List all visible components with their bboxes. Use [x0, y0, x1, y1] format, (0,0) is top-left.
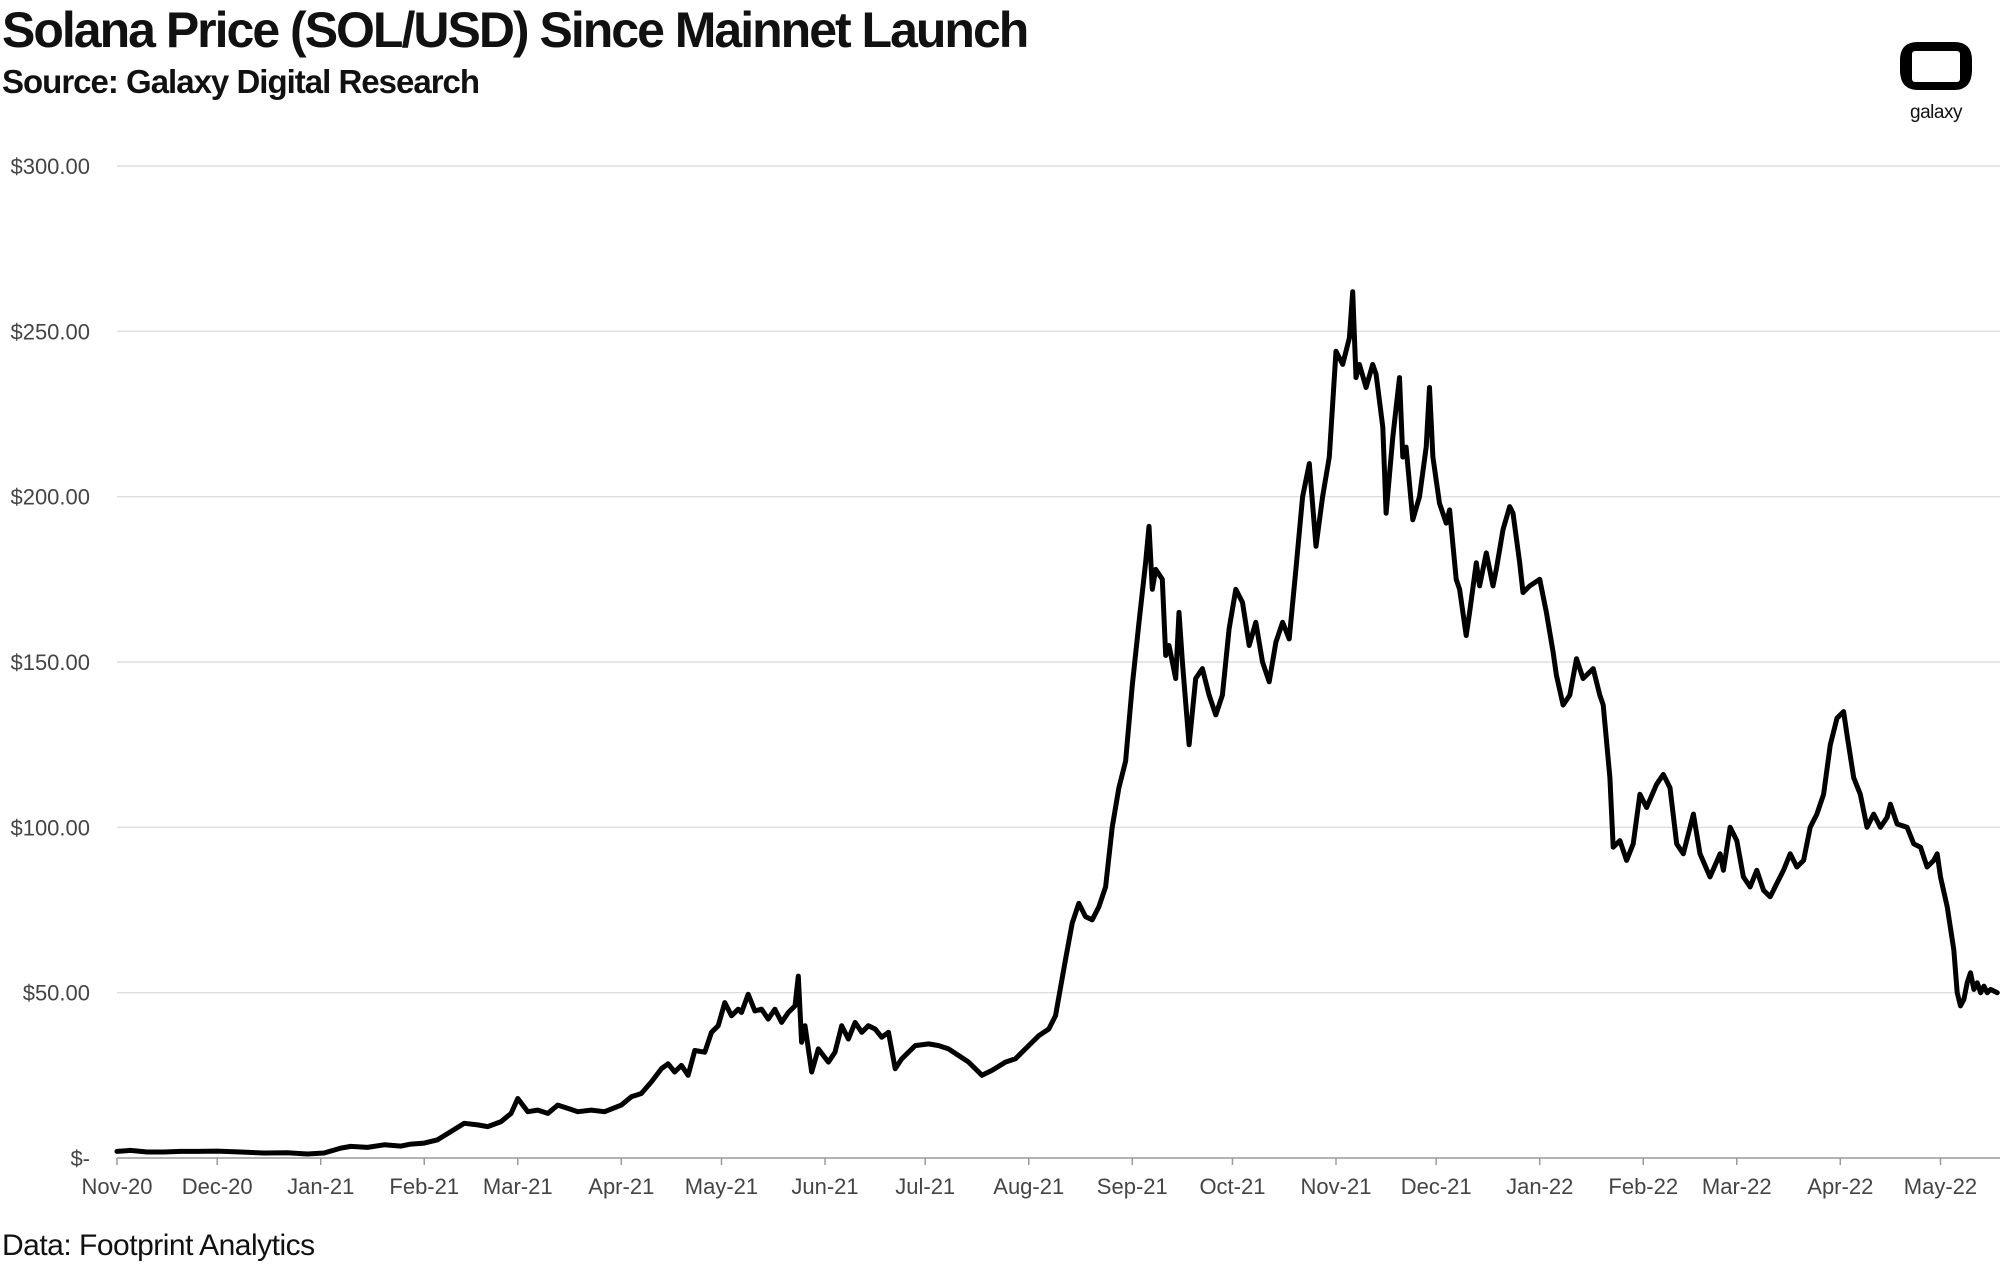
x-tick-label: Jan-21	[287, 1174, 354, 1199]
galaxy-logo-icon	[1900, 42, 1972, 90]
x-tick-label: Oct-21	[1199, 1174, 1265, 1199]
y-tick-label: $50.00	[23, 981, 90, 1006]
y-tick-label: $150.00	[10, 650, 90, 675]
y-axis: $- $50.00 $100.00 $150.00 $200.00 $250.00 $300…	[10, 154, 90, 1171]
x-tick-label: Mar-22	[1702, 1174, 1772, 1199]
x-tick-label: Dec-20	[182, 1174, 253, 1199]
y-tick-label: $250.00	[10, 319, 90, 344]
x-tick-label: Jun-21	[791, 1174, 858, 1199]
x-tick-label: May-22	[1904, 1174, 1977, 1199]
x-tick-label: Mar-21	[483, 1174, 553, 1199]
plot-area	[114, 289, 2000, 1157]
x-tick-label: Apr-21	[588, 1174, 654, 1199]
y-tick-label: $-	[70, 1146, 90, 1171]
x-tick-label: Aug-21	[993, 1174, 1064, 1199]
x-axis: Nov-20 Dec-20 Jan-21 Feb-21 Mar-21 Apr-21 May-…	[82, 1158, 1977, 1199]
x-tick-label: Nov-20	[82, 1174, 153, 1199]
x-tick-label: Nov-21	[1301, 1174, 1372, 1199]
y-tick-label: $200.00	[10, 485, 90, 510]
data-source-note: Data: Footprint Analytics	[2, 1229, 315, 1262]
y-tick-label: $100.00	[10, 815, 90, 840]
x-tick-label: Apr-22	[1807, 1174, 1873, 1199]
chart-subtitle: Source: Galaxy Digital Research	[2, 63, 480, 100]
galaxy-logo: galaxy	[1896, 36, 1976, 126]
x-tick-label: Feb-22	[1608, 1174, 1678, 1199]
x-tick-label: Feb-21	[389, 1174, 459, 1199]
x-tick-label: Sep-21	[1097, 1174, 1168, 1199]
galaxy-logo-text: galaxy	[1910, 102, 1962, 123]
x-tick-label: Dec-21	[1401, 1174, 1472, 1199]
price-series-line	[114, 289, 2000, 1157]
y-tick-label: $300.00	[10, 154, 90, 179]
x-tick-label: Jul-21	[895, 1174, 955, 1199]
x-tick-label: May-21	[685, 1174, 758, 1199]
x-tick-label: Jan-22	[1506, 1174, 1573, 1199]
chart-title: Solana Price (SOL/USD) Since Mainnet Lau…	[2, 2, 1029, 58]
